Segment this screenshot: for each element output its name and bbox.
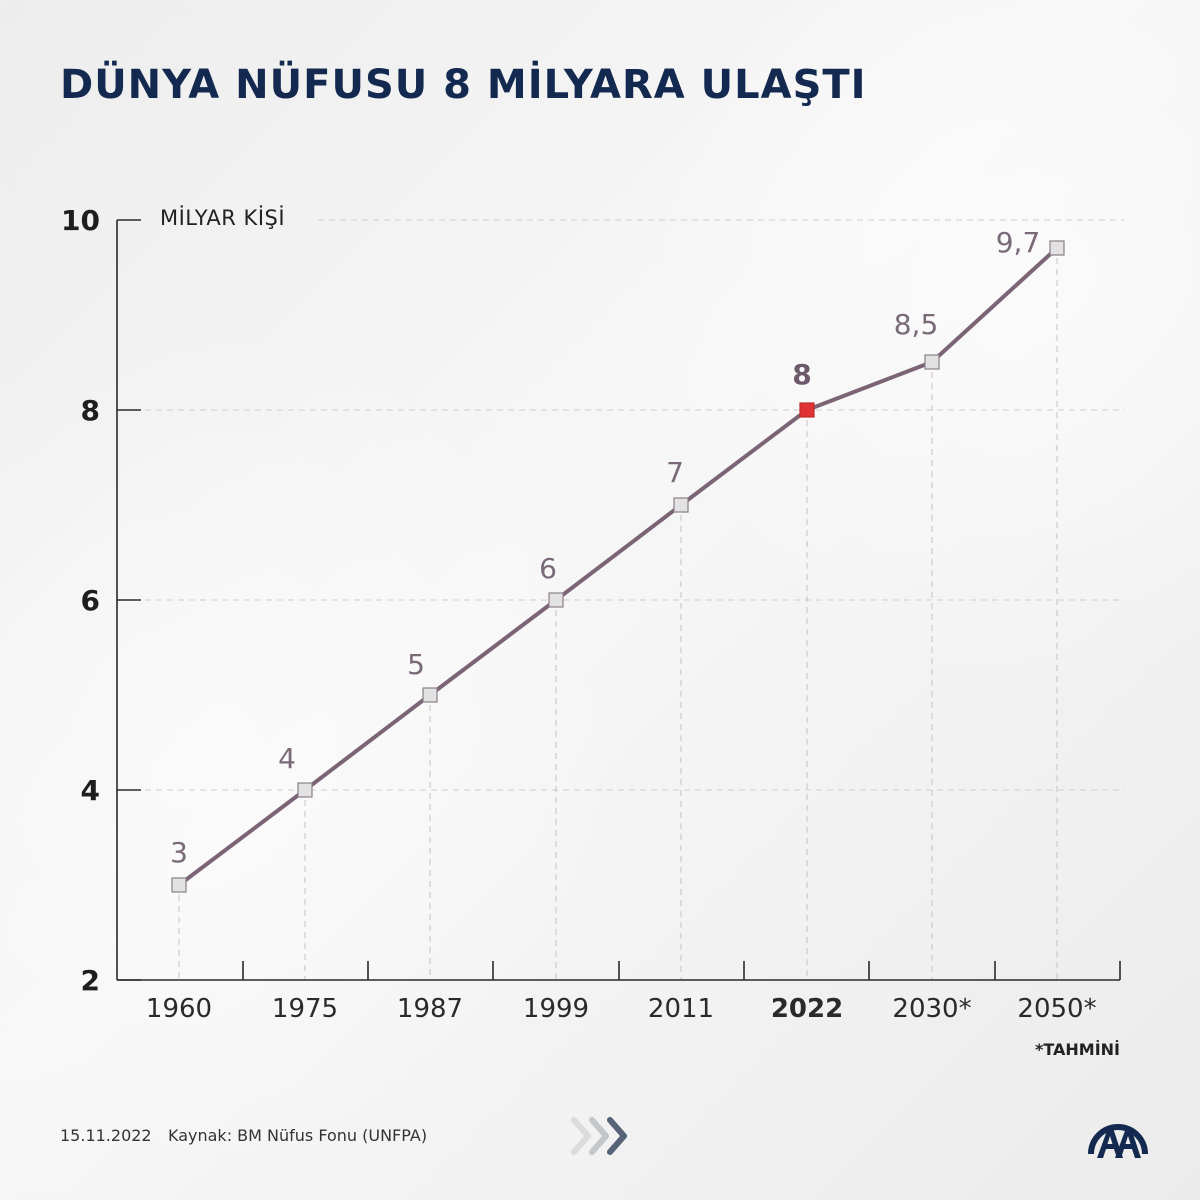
marker-1960 bbox=[171, 877, 187, 893]
point-label: 5 bbox=[407, 648, 425, 681]
publish-date: 15.11.2022 bbox=[60, 1126, 152, 1145]
marker-1975 bbox=[297, 782, 313, 798]
triple-chevron-right-icon bbox=[568, 1114, 632, 1162]
population-line bbox=[177, 246, 1059, 887]
gridlines bbox=[145, 219, 1125, 791]
aa-logo-icon bbox=[1085, 1108, 1151, 1168]
forecast-footnote: *TAHMİNİ bbox=[1034, 1040, 1120, 1059]
point-label: 7 bbox=[666, 456, 684, 489]
point-label: 8,5 bbox=[893, 308, 939, 341]
x-tick-label: 1975 bbox=[271, 994, 339, 1024]
marker-2050 bbox=[1049, 240, 1065, 256]
marker-2030 bbox=[924, 354, 940, 370]
y-tick-label: 4 bbox=[80, 774, 100, 807]
point-label: 9,7 bbox=[995, 226, 1041, 259]
x-tick-label: 2011 bbox=[647, 994, 715, 1024]
x-tick-label: 1960 bbox=[145, 994, 213, 1024]
axes bbox=[116, 219, 1121, 981]
marker-2022-highlight bbox=[799, 402, 815, 418]
marker-1999 bbox=[548, 592, 564, 608]
marker-2011 bbox=[673, 497, 689, 513]
markers bbox=[171, 240, 1065, 893]
y-tick-label: 2 bbox=[80, 964, 100, 997]
data-source: Kaynak: BM Nüfus Fonu (UNFPA) bbox=[168, 1126, 428, 1145]
x-tick-label: 2030* bbox=[892, 994, 972, 1024]
drop-lines bbox=[178, 258, 1058, 980]
point-label-highlight: 8 bbox=[792, 358, 812, 391]
y-tick-label: 6 bbox=[80, 584, 100, 617]
page-title: DÜNYA NÜFUSU 8 MİLYARA ULAŞTI bbox=[60, 62, 867, 108]
y-tick-label: 8 bbox=[80, 394, 100, 427]
point-label: 4 bbox=[278, 742, 296, 775]
x-tick-label: 1999 bbox=[522, 994, 590, 1024]
y-tick-label: 10 bbox=[61, 204, 100, 237]
x-tick-label: 1987 bbox=[396, 994, 464, 1024]
y-axis-unit-label: MİLYAR KİŞİ bbox=[160, 206, 286, 230]
marker-1987 bbox=[422, 687, 438, 703]
x-tick-label: 2050* bbox=[1017, 994, 1097, 1024]
point-label: 3 bbox=[170, 836, 188, 869]
point-label: 6 bbox=[539, 552, 557, 585]
x-tick-label-highlight: 2022 bbox=[770, 994, 844, 1024]
